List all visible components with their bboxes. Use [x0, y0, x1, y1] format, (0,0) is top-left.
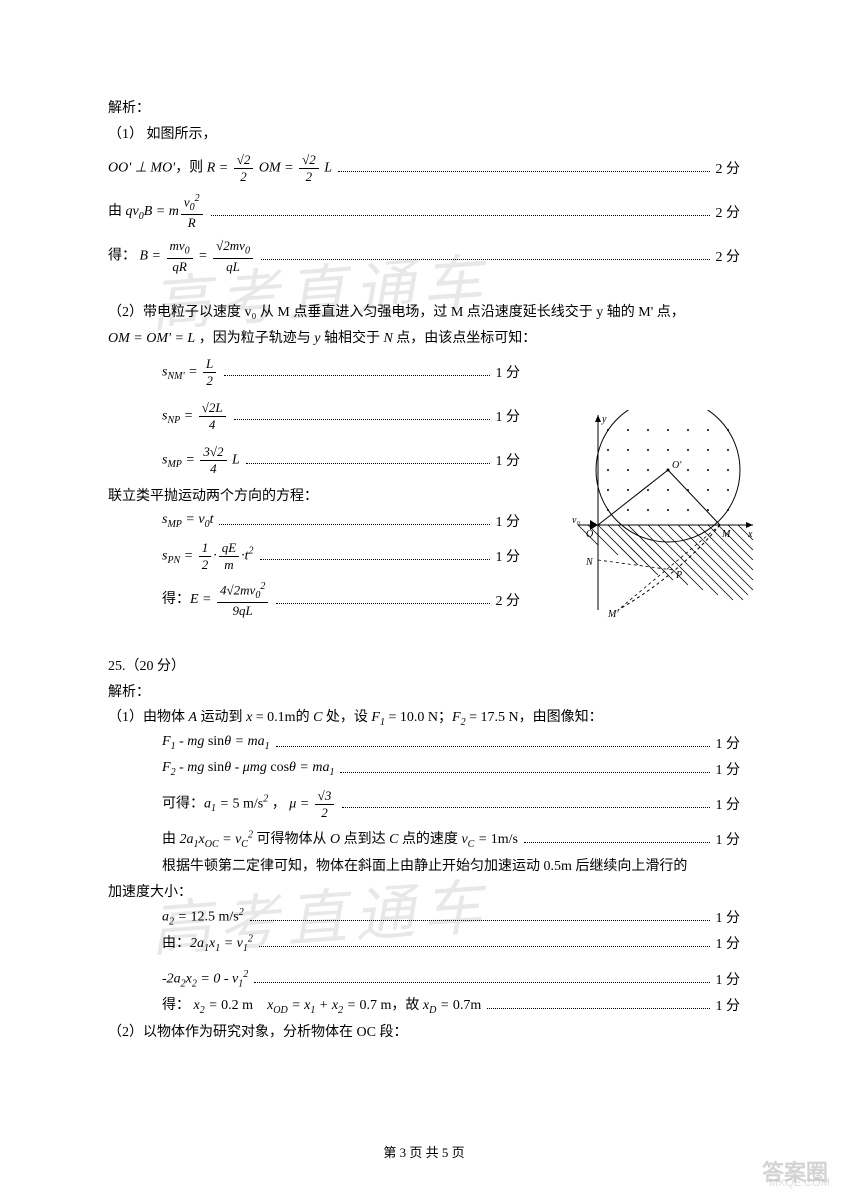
eq-sNM: sNM' = L2 1 分: [108, 351, 740, 393]
sec2-intro1-text: （2）带电粒子以速度 v₀ 从 M 点垂直进入匀强电场，过 M 点沿速度延长线交…: [108, 301, 685, 321]
sNP-points: 1 分: [496, 406, 521, 426]
dots: [487, 1001, 709, 1009]
dots: [224, 368, 489, 376]
dots: [219, 517, 489, 525]
q25-part2-text: （2）以物体作为研究对象，分析物体在 OC 段：: [108, 1021, 407, 1041]
sNM-points: 1 分: [496, 362, 521, 382]
dots: [259, 939, 710, 947]
q25-part2: （2）以物体作为研究对象，分析物体在 OC 段：: [108, 1019, 740, 1043]
page-number: 第 3 页 共 5 页: [383, 1145, 464, 1160]
dots: [211, 208, 710, 216]
eq2-text: 由 qv0B = mv02R: [108, 193, 205, 231]
q25-eq7-text: -2a2x2 = 0 - v12: [162, 969, 248, 989]
dots: [524, 835, 709, 843]
q25-eq2-text: F2 - mg sinθ - μmg cosθ = ma1: [162, 760, 334, 778]
eq1-points: 2 分: [716, 158, 741, 178]
sMP2-text: sMP = v0t: [162, 512, 213, 530]
part1-header: （1） 如图所示，: [108, 121, 740, 145]
q25-eq4: 由 2a1xOC = vC2 可得物体从 O 点到达 C 点的速度 vC = 1…: [108, 827, 740, 851]
sMP-points: 1 分: [496, 450, 521, 470]
q25-eq3: 可得：a1 = 5 m/s2 ， μ = √32 1 分: [108, 783, 740, 825]
dots: [234, 412, 490, 420]
dots: [276, 596, 489, 604]
q25-eq4-text: 由 2a1xOC = vC2 可得物体从 O 点到达 C 点的速度 vC = 1…: [162, 828, 518, 850]
sec2-intro2: OM = OM' = L ，因为粒子轨迹与 y 轴相交于 N 点，由该点坐标可知…: [108, 325, 740, 349]
q25-eq4-points: 1 分: [716, 829, 741, 849]
eq3-points: 2 分: [716, 246, 741, 266]
q25-eq7-points: 1 分: [716, 969, 741, 989]
sMP-text: sMP = 3√24 L: [162, 444, 240, 476]
q25-newton1-text: 根据牛顿第二定律可知，物体在斜面上由静止开始匀加速运动 0.5m 后继续向上滑行…: [162, 855, 687, 875]
q25-eq3-text: 可得：a1 = 5 m/s2 ， μ = √32: [162, 788, 336, 820]
q25-part1-intro: （1）由物体 A 运动到 x = 0.1m的 C 处，设 F1 = 10.0 N…: [108, 705, 740, 729]
dots: [342, 800, 709, 808]
joint-text: 联立类平抛运动两个方向的方程：: [108, 485, 318, 505]
q25-eq5-text: a2 = 12.5 m/s2: [162, 907, 244, 927]
svg-text:O': O': [672, 460, 682, 471]
q25-eq2: F2 - mg sinθ - μmg cosθ = ma1 1 分: [108, 757, 740, 781]
q25-eq1-text: F1 - mg sinθ = ma1: [162, 734, 270, 752]
eq1-text: OO' ⊥ MO'，则 R = √22 OM = √22 L: [108, 152, 332, 184]
eq3-text: 得： B = mv0qR = √2mv0qL: [108, 238, 255, 274]
svg-text:v₀: v₀: [572, 515, 580, 526]
eq-row-3: 得： B = mv0qR = √2mv0qL 2 分: [108, 235, 740, 277]
eq2-points: 2 分: [716, 202, 741, 222]
q25-newton2-text: 加速度大小：: [108, 881, 192, 901]
q25-eq2-points: 1 分: [716, 759, 741, 779]
q25-eq8-text: 得： x2 = 0.2 m xOD = x1 + x2 = 0.7 m，故 xD…: [162, 994, 481, 1016]
dots: [254, 975, 709, 983]
sNP-text: sNP = √2L4: [162, 400, 228, 432]
svg-text:N: N: [585, 557, 594, 568]
part1-label: （1） 如图所示，: [108, 123, 217, 143]
eq-row-1: OO' ⊥ MO'，则 R = √22 OM = √22 L 2 分: [108, 147, 740, 189]
sPN-text: sPN = 12·qEm·t2: [162, 540, 254, 572]
q25-title: 25.（20 分）: [108, 653, 740, 677]
q25-eq8-points: 1 分: [716, 995, 741, 1015]
result-text: 得：E = 4√2mv029qL: [162, 581, 270, 619]
analysis-label: 解析：: [108, 97, 150, 117]
q25-eq8: 得： x2 = 0.2 m xOD = x1 + x2 = 0.7 m，故 xD…: [108, 993, 740, 1017]
q25-eq1-points: 1 分: [716, 733, 741, 753]
q25-eq6-text: 由：2a1x1 = v12: [162, 932, 253, 954]
page-footer: 第 3 页 共 5 页: [0, 1142, 848, 1161]
sNM-text: sNM' = L2: [162, 356, 218, 388]
svg-text:y: y: [601, 414, 607, 425]
result-points: 2 分: [496, 590, 521, 610]
corner-watermark-2: MXQE.COM: [769, 1177, 830, 1189]
q25-eq6: 由：2a1x1 = v12 1 分: [108, 931, 740, 955]
dots: [260, 552, 490, 560]
svg-text:O: O: [586, 529, 593, 540]
dots: [250, 913, 710, 921]
q25-newton1: 根据牛顿第二定律可知，物体在斜面上由静止开始匀加速运动 0.5m 后继续向上滑行…: [108, 853, 740, 877]
dots: [340, 765, 709, 773]
q25-eq5-points: 1 分: [716, 907, 741, 927]
q25-eq6-points: 1 分: [716, 933, 741, 953]
sec2-intro1: （2）带电粒子以速度 v₀ 从 M 点垂直进入匀强电场，过 M 点沿速度延长线交…: [108, 299, 740, 323]
q25-newton2: 加速度大小：: [108, 879, 740, 903]
dots: [246, 456, 490, 464]
dots: [338, 164, 710, 172]
q25-analysis: 解析：: [108, 679, 740, 703]
sPN-points: 1 分: [496, 546, 521, 566]
q25-eq7: -2a2x2 = 0 - v12 1 分: [108, 967, 740, 991]
sec2-intro2-text: OM = OM' = L ，因为粒子轨迹与 y 轴相交于 N 点，由该点坐标可知…: [108, 327, 536, 347]
q25-eq3-points: 1 分: [716, 794, 741, 814]
svg-text:P: P: [675, 570, 682, 581]
dots: [261, 252, 710, 260]
q25-eq1: F1 - mg sinθ = ma1 1 分: [108, 731, 740, 755]
svg-text:M: M: [721, 529, 731, 540]
q25-title-text: 25.（20 分）: [108, 655, 185, 675]
eq-row-2: 由 qv0B = mv02R 2 分: [108, 191, 740, 233]
svg-text:x: x: [747, 529, 753, 540]
physics-diagram: O' O M x y v₀ N P M': [558, 410, 758, 620]
q25-eq5: a2 = 12.5 m/s2 1 分: [108, 905, 740, 929]
analysis-header: 解析：: [108, 95, 740, 119]
q25-part1-text: （1）由物体 A 运动到 x = 0.1m的 C 处，设 F1 = 10.0 N…: [108, 706, 603, 728]
dots: [276, 739, 710, 747]
sMP2-points: 1 分: [496, 511, 521, 531]
q25-analysis-text: 解析：: [108, 681, 150, 701]
svg-text:M': M': [607, 609, 619, 620]
